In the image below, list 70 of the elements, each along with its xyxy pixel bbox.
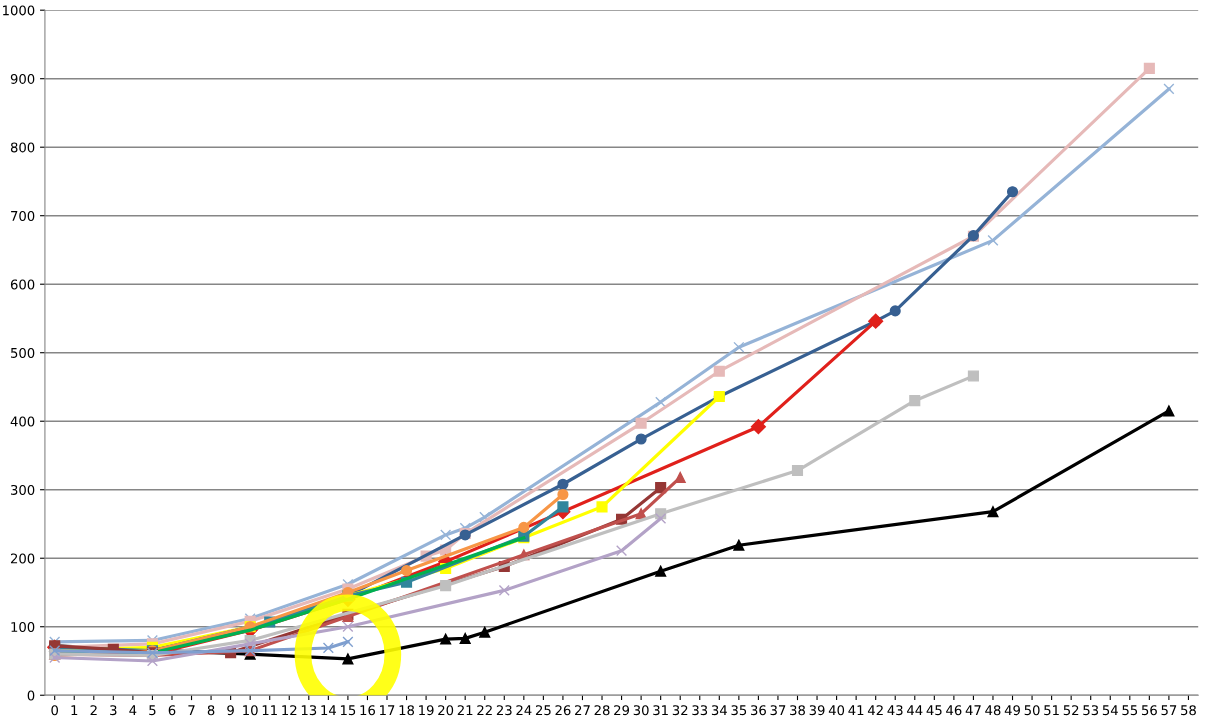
x-tick-label: 20 [438,705,454,716]
x-tick-label: 14 [321,705,337,715]
x-tick-label: 28 [594,705,610,716]
x-tick-label: 6 [168,705,176,716]
x-tick-label: 48 [985,705,1001,716]
x-tick-label: 47 [965,705,981,715]
x-tick-label: 16 [360,705,376,716]
y-tick-label: 700 [11,210,35,221]
x-tick-label: 8 [207,705,215,716]
x-tick-label: 52 [1063,705,1079,716]
y-tick-label: 900 [10,73,35,84]
x-tick-label: 21 [457,705,473,715]
x-tick-label: 41 [848,705,864,715]
y-tick-label: 200 [10,553,35,564]
x-tick-label: 31 [653,705,668,716]
x-tick-label: 33 [692,705,708,716]
y-tick-label: 1000 [3,5,35,16]
x-tick-label: 19 [419,705,434,716]
x-tick-label: 22 [477,705,492,715]
y-tick-label: 300 [11,484,35,495]
x-tick-label: 43 [887,705,903,716]
y-tick-label: 100 [11,621,35,632]
x-tick-label: 55 [1122,705,1138,716]
x-tick-label: 50 [1024,705,1040,716]
x-tick-label: 34 [711,705,727,716]
x-tick-label: 18 [399,705,415,716]
x-tick-label: 11 [262,705,277,715]
x-tick-label: 39 [809,705,825,716]
x-tick-label: 13 [301,705,317,716]
x-tick-label: 25 [535,705,551,716]
x-tick-label: 4 [129,705,137,715]
x-tick-label: 29 [614,705,630,716]
x-tick-label: 7 [188,705,195,715]
x-tick-label: 40 [828,705,845,716]
x-tick-label: 45 [926,705,942,716]
x-tick-label: 10 [243,705,258,716]
x-tick-label: 30 [633,705,649,716]
x-tick-label: 56 [1141,705,1157,716]
x-tick-label: 37 [770,705,786,716]
x-tick-label: 17 [380,705,395,715]
y-tick-label: 0 [27,690,35,701]
x-tick-label: 35 [731,705,747,716]
x-tick-label: 15 [340,705,356,716]
x-tick-label: 51 [1044,705,1059,716]
x-tick-label: 0 [51,705,59,716]
x-tick-label: 54 [1102,705,1118,716]
x-tick-label: 2 [90,705,97,715]
x-tick-label: 36 [751,705,766,716]
y-tick-label: 500 [11,347,35,358]
x-tick-label: 9 [227,705,234,716]
x-tick-label: 53 [1083,705,1099,716]
y-tick-label: 800 [10,142,35,153]
x-tick-label: 42 [867,705,883,715]
x-tick-label: 26 [555,705,571,716]
x-tick-label: 44 [907,705,923,715]
x-tick-label: 23 [496,705,512,716]
x-tick-label: 58 [1181,705,1196,716]
y-tick-label: 600 [10,279,35,290]
x-tick-label: 1 [71,705,78,715]
x-tick-label: 49 [1004,705,1020,716]
x-tick-label: 32 [672,705,688,716]
x-tick-label: 46 [946,705,962,716]
x-tick-label: 27 [575,705,590,715]
x-tick-label: 12 [282,705,297,715]
x-tick-label: 38 [790,705,805,716]
x-tick-label: 5 [149,705,156,716]
x-tick-label: 3 [110,705,117,716]
x-tick-label: 57 [1161,705,1177,716]
y-tick-label: 400 [10,416,35,427]
x-tick-label: 24 [516,705,532,715]
